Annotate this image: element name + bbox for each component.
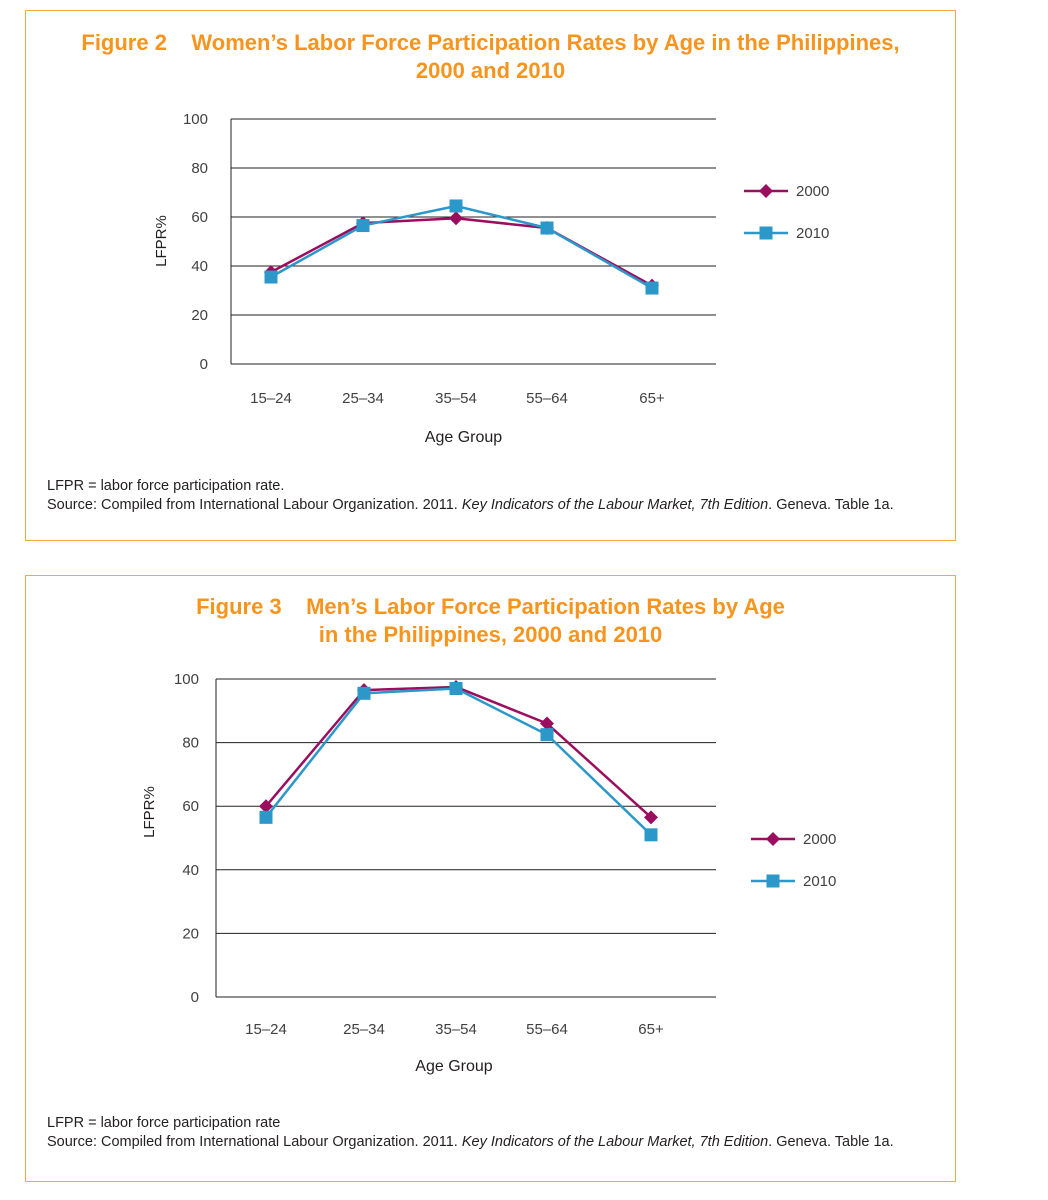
y-tick-label: 80: [182, 735, 199, 752]
figure-title: Figure 3 Men’s Labor Force Participation…: [26, 593, 955, 649]
data-point-square: [449, 682, 463, 696]
data-point-diamond: [644, 810, 658, 825]
source-publication-title: Key Indicators of the Labour Market, 7th…: [461, 1134, 769, 1150]
x-axis-title: Age Group: [425, 429, 502, 446]
y-tick-label: 60: [191, 209, 208, 226]
y-tick-label: 60: [182, 798, 199, 815]
x-tick-label: 35–54: [435, 1021, 477, 1038]
data-point-square: [264, 270, 278, 284]
y-tick-label: 40: [191, 258, 208, 275]
legend-item: 2000: [744, 183, 829, 200]
data-point-square: [357, 686, 371, 700]
y-tick-label: 80: [191, 160, 208, 177]
source-note: Source: Compiled from International Labo…: [47, 496, 894, 515]
data-point-diamond: [766, 832, 780, 846]
data-point-diamond: [449, 211, 463, 226]
y-tick-label: 100: [183, 111, 208, 128]
series-2010: [259, 682, 658, 842]
data-point-square: [356, 219, 370, 233]
x-tick-label: 65+: [638, 1021, 664, 1038]
series-line: [270, 216, 653, 287]
figure-3-panel: Figure 3 Men’s Labor Force Participation…: [25, 575, 956, 1182]
data-point-square: [449, 199, 463, 213]
x-tick-label: 35–54: [435, 390, 477, 407]
figure-title: Figure 2 Women’s Labor Force Participati…: [26, 29, 955, 85]
x-axis-title: Age Group: [415, 1058, 492, 1075]
data-point-square: [259, 810, 273, 824]
series-line: [265, 685, 652, 819]
legend-label: 2000: [796, 183, 829, 200]
data-point-square: [645, 281, 659, 295]
legend-label: 2000: [803, 831, 836, 848]
data-point-square: [540, 728, 554, 742]
data-point-square: [540, 221, 554, 235]
source-text: Source: Compiled from International Labo…: [47, 497, 462, 513]
source-note: Source: Compiled from International Labo…: [47, 1133, 894, 1152]
data-point-diamond: [540, 716, 554, 731]
x-tick-label: 25–34: [343, 1021, 385, 1038]
legend-item: 2010: [751, 873, 836, 890]
x-tick-label: 55–64: [526, 390, 568, 407]
data-point-square: [766, 874, 780, 888]
data-point-square: [759, 226, 773, 240]
abbreviation-note: LFPR = labor force participation rate: [47, 1115, 281, 1131]
source-publication-title: Key Indicators of the Labour Market, 7th…: [461, 497, 769, 513]
y-axis-title: LFPR%: [153, 215, 170, 267]
data-point-square: [644, 828, 658, 842]
women-lfpr-line-chart: 0 20 40 60 80 100 15–24 25–34 35–54 55–64 65+ Age G…: [153, 111, 829, 446]
y-tick-label: 20: [191, 307, 208, 324]
figure-title-line: in the Philippines, 2000 and 2010: [318, 622, 663, 647]
x-tick-label: 15–24: [250, 390, 292, 407]
y-tick-label: 100: [174, 671, 199, 688]
legend-label: 2010: [796, 225, 829, 242]
y-tick-label: 40: [182, 862, 199, 879]
series-2010: [264, 199, 659, 295]
figure-title-line: 2000 and 2010: [415, 58, 566, 83]
series-2000: [264, 211, 659, 293]
figure-title-line: Figure 3 Men’s Labor Force Participation…: [196, 594, 785, 619]
y-axis-title: LFPR%: [141, 786, 158, 838]
legend-item: 2010: [744, 225, 829, 242]
source-text: Source: Compiled from International Labo…: [47, 1134, 462, 1150]
series-line: [265, 687, 652, 836]
abbreviation-note: LFPR = labor force participation rate.: [47, 478, 285, 494]
x-tick-label: 15–24: [245, 1021, 287, 1038]
y-tick-label: 20: [182, 925, 199, 942]
figure-title-line: Figure 2 Women’s Labor Force Participati…: [81, 30, 900, 55]
legend-item: 2000: [751, 831, 836, 848]
data-point-diamond: [259, 799, 273, 814]
figure-2-panel: Figure 2 Women’s Labor Force Participati…: [25, 10, 956, 541]
y-tick-label: 0: [200, 356, 208, 373]
source-text-end: . Geneva. Table 1a.: [768, 1134, 894, 1150]
data-point-diamond: [759, 184, 773, 198]
legend-label: 2010: [803, 873, 836, 890]
x-tick-label: 65+: [639, 390, 665, 407]
x-tick-label: 25–34: [342, 390, 384, 407]
y-tick-label: 0: [191, 989, 199, 1006]
source-text-end: . Geneva. Table 1a.: [768, 497, 894, 513]
x-tick-label: 55–64: [526, 1021, 568, 1038]
men-lfpr-line-chart: 0 20 40 60 80 100 15–24 25–34 35–54 55–64 65+ Age G…: [141, 671, 836, 1075]
